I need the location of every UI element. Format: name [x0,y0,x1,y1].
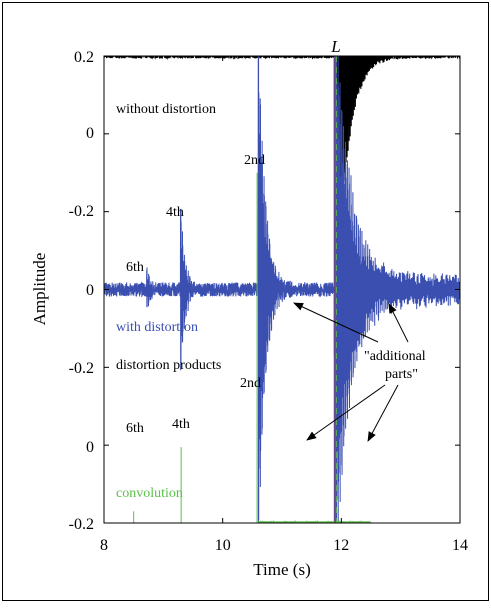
label-green-4th: 4th [172,417,190,432]
label-blue-4th: 4th [166,205,184,220]
x-tick-label: 14 [452,537,468,554]
label-distortion-products: distortion products [116,358,221,373]
series-line [104,56,460,356]
label-additional-parts-1: "additional [364,349,426,364]
series-line [104,172,460,523]
y-tick-label: 0.2 [74,49,94,66]
label-convolution: convolution [116,486,183,501]
x-axis-label: Time (s) [253,560,310,579]
y-tick-label: 0 [86,282,94,299]
y-tick-label: -0.2 [69,203,94,220]
marker-label-L: L [330,37,340,56]
label-green-6th: 6th [126,421,144,436]
label-with-distortion: with distortion [116,320,198,335]
y-tick-label: -0.2 [69,516,94,533]
label-additional-parts-2: parts" [385,367,418,382]
arrow-additional-lower-left [306,384,386,441]
label-blue-6th: 6th [126,260,144,275]
y-tick-label: -0.2 [69,360,94,377]
arrow-additional-upper-right [388,303,409,343]
series-line [104,56,460,523]
signal-curves [104,56,460,523]
arrow-additional-lower-right [367,384,399,442]
arrow-additional-upper-left [293,302,379,343]
y-tick-label: 0 [86,125,94,142]
label-blue-2nd: 2nd [244,153,265,168]
x-tick-label: 10 [215,537,231,554]
label-without-distortion: without distortion [116,102,216,117]
y-axis-label: Amplitude [30,253,49,326]
x-tick-label: 12 [333,537,349,554]
y-tick-label: 0 [86,439,94,456]
x-tick-label: 8 [100,537,108,554]
label-green-2nd: 2nd [240,376,261,391]
axis-ticks [103,55,461,524]
